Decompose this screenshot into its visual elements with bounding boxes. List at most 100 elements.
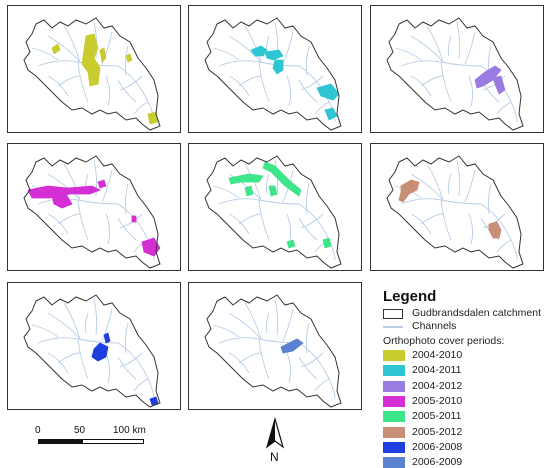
channel-line	[258, 61, 270, 103]
catchment-outline	[386, 155, 524, 269]
scale-tick-50: 50	[74, 425, 86, 436]
channel-line	[482, 75, 506, 91]
legend-label-2006-2008: 2006-2008	[412, 440, 463, 453]
map-svg	[204, 17, 342, 131]
channel-line	[244, 302, 262, 340]
legend-swatch-2005-2010	[383, 395, 405, 407]
channel-line	[410, 173, 444, 201]
channel-line	[468, 213, 474, 245]
channel-line	[105, 75, 111, 107]
channel-line	[228, 75, 250, 97]
channel-line	[265, 173, 270, 195]
channel-line	[101, 308, 113, 342]
channel-line	[212, 47, 240, 61]
legend-swatch-2006-2008	[383, 441, 405, 453]
legend-catchment-swatch	[383, 309, 403, 319]
legend-swatch-2005-2012	[383, 426, 405, 438]
orthophoto-coverage-area	[51, 43, 61, 55]
orthophoto-coverage-area	[97, 179, 107, 189]
map-svg	[204, 294, 342, 408]
channel-line	[37, 198, 155, 261]
orthophoto-coverage-area	[51, 193, 73, 209]
channel-line	[496, 239, 512, 253]
orthophoto-coverage-area	[99, 47, 107, 63]
orthophoto-coverage-area	[280, 338, 304, 354]
orthophoto-coverage-area	[492, 75, 506, 95]
legend-catchment-label: Gudbrandsdalen catchment	[412, 307, 541, 319]
channel-line	[238, 352, 262, 364]
channel-line	[456, 159, 461, 197]
channel-line	[63, 25, 81, 63]
channel-line	[426, 163, 444, 201]
channel-line	[117, 217, 137, 241]
orthophoto-coverage-area	[244, 185, 254, 197]
orthophoto-coverage-area	[228, 173, 264, 185]
channel-line	[47, 173, 81, 201]
channel-line	[37, 60, 155, 123]
channel-line	[400, 198, 518, 261]
map-svg	[23, 17, 161, 131]
channel-line	[447, 35, 452, 57]
orthophoto-coverage-area	[131, 215, 137, 223]
channel-line	[117, 356, 137, 380]
legend-label-2004-2012: 2004-2012	[412, 379, 463, 392]
channel-line	[298, 356, 318, 380]
channel-line	[77, 338, 89, 380]
catchment-outline	[204, 294, 342, 408]
channel-line	[298, 217, 318, 241]
channel-line	[300, 75, 324, 91]
channel-line	[440, 61, 452, 103]
channel-line	[394, 47, 422, 61]
legend-swatch-2006-2009	[383, 457, 405, 468]
orthophoto-coverage-area	[81, 33, 101, 87]
legend-periods-title: Orthophoto cover periods:	[383, 335, 505, 347]
channel-line	[124, 183, 129, 215]
orthophoto-coverage-area	[103, 332, 111, 344]
channel-line	[244, 25, 262, 63]
channel-line	[119, 75, 143, 91]
orthophoto-coverage-area	[398, 179, 420, 203]
channel-line	[93, 298, 98, 336]
orthophoto-coverage-area	[149, 396, 159, 406]
orthophoto-coverage-area	[141, 237, 161, 257]
channel-line	[305, 183, 310, 215]
map-svg	[386, 155, 524, 269]
channel-line	[314, 101, 330, 115]
channel-line	[119, 352, 143, 368]
channel-line	[218, 198, 336, 261]
channel-line	[101, 169, 113, 203]
catchment-outline	[23, 294, 161, 408]
map-panel-2006-2008	[7, 282, 181, 410]
legend-swatch-2004-2010	[383, 350, 405, 361]
channel-line	[93, 159, 98, 197]
channel-line	[101, 31, 113, 65]
channel-line	[47, 35, 81, 63]
channel-line	[464, 169, 476, 203]
channel-line	[93, 21, 98, 59]
legend-label-2004-2010: 2004-2010	[412, 349, 463, 361]
orthophoto-coverage-area	[286, 239, 296, 249]
orthophoto-coverage-area	[264, 49, 284, 61]
orthophoto-coverage-area	[27, 185, 101, 199]
map-panel-2004-2010	[7, 5, 181, 133]
channel-line	[57, 352, 81, 364]
channel-line	[77, 61, 89, 103]
channel-line	[258, 199, 270, 241]
channel-line	[426, 25, 444, 63]
channel-line	[228, 213, 250, 235]
scale-bar	[38, 439, 144, 444]
channel-line	[47, 312, 81, 340]
channel-line	[212, 324, 240, 338]
channel-line	[282, 308, 294, 342]
orthophoto-coverage-area	[125, 53, 133, 63]
channel-line	[218, 337, 336, 400]
channel-line	[77, 199, 89, 241]
channel-line	[420, 75, 444, 87]
channel-line	[305, 322, 310, 354]
catchment-outline	[23, 17, 161, 131]
channel-line	[456, 21, 461, 59]
orthophoto-coverage-area	[268, 185, 278, 197]
channel-line	[400, 60, 518, 123]
orthophoto-coverage-area	[272, 59, 284, 75]
channel-line	[84, 312, 89, 334]
